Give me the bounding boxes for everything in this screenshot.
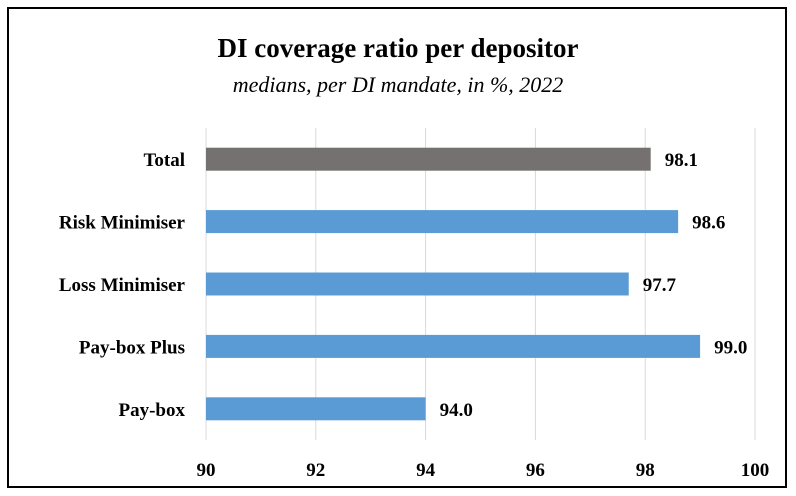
- value-label: 94.0: [440, 400, 473, 421]
- x-tick-label: 90: [197, 460, 216, 481]
- category-label: Total: [143, 150, 185, 171]
- value-label: 99.0: [714, 337, 747, 358]
- value-label: 97.7: [643, 275, 677, 296]
- chart-subtitle: medians, per DI mandate, in %, 2022: [232, 72, 564, 97]
- x-tick-label: 96: [526, 460, 545, 481]
- category-label: Pay-box Plus: [79, 337, 185, 358]
- x-tick-label: 92: [306, 460, 325, 481]
- bar: [206, 272, 629, 296]
- bar: [206, 334, 701, 358]
- value-label: 98.1: [665, 150, 698, 171]
- category-label: Loss Minimiser: [59, 275, 186, 296]
- value-label: 98.6: [692, 213, 725, 234]
- value-labels: 98.1 98.6 97.7 99.0 94.0: [440, 150, 748, 421]
- bar: [206, 397, 426, 421]
- bar: [206, 147, 651, 171]
- category-label: Pay-box: [119, 400, 186, 421]
- x-tick-labels: 90 92 94 96 98 100: [197, 460, 770, 481]
- bars: [206, 147, 701, 421]
- x-tick-label: 100: [741, 460, 770, 481]
- x-tick-label: 98: [636, 460, 655, 481]
- x-tick-label: 94: [416, 460, 436, 481]
- category-labels: Total Risk Minimiser Loss Minimiser Pay-box…: [59, 150, 186, 421]
- category-label: Risk Minimiser: [59, 213, 186, 234]
- chart-title: DI coverage ratio per depositor: [217, 33, 579, 63]
- bar: [206, 210, 679, 234]
